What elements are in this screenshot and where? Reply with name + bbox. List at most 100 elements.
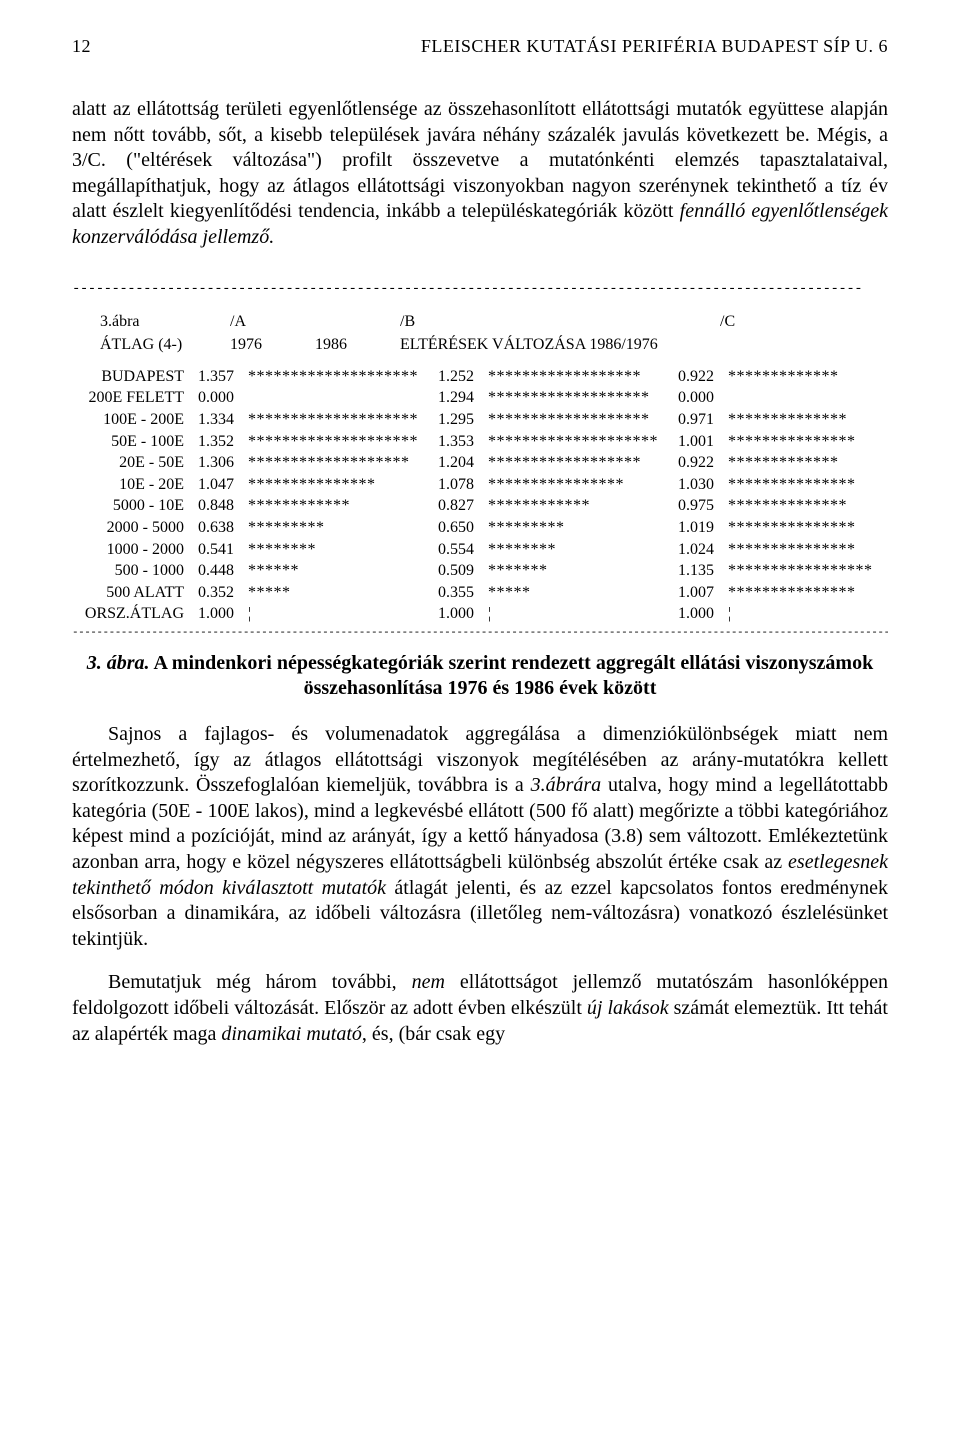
row-bar-a: ***** xyxy=(248,582,438,604)
row-bar-b: ************ xyxy=(488,495,678,517)
row-val-b: 1.252 xyxy=(438,366,488,388)
row-val-b: 0.509 xyxy=(438,560,488,582)
row-bar-a: *************** xyxy=(248,474,438,496)
row-val-a: 1.047 xyxy=(198,474,248,496)
row-val-a: 0.638 xyxy=(198,517,248,539)
hdr-atlag: ÁTLAG (4-) xyxy=(100,334,230,356)
hdr-1976: 1976 xyxy=(230,334,315,356)
row-bar-b: ******* xyxy=(488,560,678,582)
row-val-b: 1.078 xyxy=(438,474,488,496)
row-val-a: 1.334 xyxy=(198,409,248,431)
table-row: 200E FELETT0.0001.294*******************… xyxy=(72,387,888,409)
table-row: 100E - 200E1.334********************1.29… xyxy=(72,409,888,431)
table-bottom-rule: ----------------------------------------… xyxy=(72,627,888,639)
row-bar-c xyxy=(728,387,888,409)
row-val-b: 0.827 xyxy=(438,495,488,517)
row-val-a: 1.306 xyxy=(198,452,248,474)
row-category: 50E - 100E xyxy=(80,431,198,453)
table-row: 50E - 100E1.352********************1.353… xyxy=(72,431,888,453)
row-category: 500 ALATT xyxy=(80,582,198,604)
table-header-row-2: ÁTLAG (4-) 1976 1986 ELTÉRÉSEK VÁLTOZÁSA… xyxy=(100,334,888,366)
row-val-c: 1.135 xyxy=(678,560,728,582)
row-bar-b: ¦ xyxy=(488,603,678,625)
table-row: BUDAPEST1.357********************1.252**… xyxy=(72,366,888,388)
row-val-c: 0.971 xyxy=(678,409,728,431)
row-val-b: 1.000 xyxy=(438,603,488,625)
row-category: 100E - 200E xyxy=(80,409,198,431)
row-bar-c: *************** xyxy=(728,474,888,496)
hdr-1986: 1986 xyxy=(315,334,400,356)
row-val-c: 1.007 xyxy=(678,582,728,604)
row-bar-c: ************* xyxy=(728,452,888,474)
hdr-3abra: 3.ábra xyxy=(100,311,230,333)
row-bar-a: ******** xyxy=(248,539,438,561)
row-val-c: 1.030 xyxy=(678,474,728,496)
figure-3-table: 3.ábra /A /B /C ÁTLAG (4-) 1976 1986 ELT… xyxy=(72,307,888,625)
row-val-c: 0.922 xyxy=(678,452,728,474)
row-bar-c: ************** xyxy=(728,409,888,431)
row-category: 5000 - 10E xyxy=(80,495,198,517)
row-bar-a: ¦ xyxy=(248,603,438,625)
row-val-b: 0.355 xyxy=(438,582,488,604)
row-bar-c: *************** xyxy=(728,517,888,539)
row-val-c: 0.975 xyxy=(678,495,728,517)
row-category: 10E - 20E xyxy=(80,474,198,496)
row-bar-a: ************ xyxy=(248,495,438,517)
row-category: 2000 - 5000 xyxy=(80,517,198,539)
row-val-c: 1.000 xyxy=(678,603,728,625)
row-bar-b: ******************** xyxy=(488,431,678,453)
row-val-b: 1.204 xyxy=(438,452,488,474)
row-val-c: 1.001 xyxy=(678,431,728,453)
figure-3-caption: 3. ábra. A mindenkori népességkategóriák… xyxy=(72,651,888,702)
row-val-a: 1.000 xyxy=(198,603,248,625)
row-category: 200E FELETT xyxy=(80,387,198,409)
running-head-title: FLEISCHER KUTATÁSI PERIFÉRIA BUDAPEST SÍ… xyxy=(421,36,888,57)
row-val-b: 0.554 xyxy=(438,539,488,561)
row-bar-c: ***************** xyxy=(728,560,888,582)
row-bar-c: ************* xyxy=(728,366,888,388)
row-bar-c: ¦ xyxy=(728,603,888,625)
row-val-a: 1.352 xyxy=(198,431,248,453)
table-row: 20E - 50E1.306*******************1.204**… xyxy=(72,452,888,474)
table-row: 500 ALATT0.352*****0.355*****1.007******… xyxy=(72,582,888,604)
caption-lead: 3. ábra. xyxy=(87,652,150,674)
hdr-blank xyxy=(315,311,400,333)
row-val-b: 0.650 xyxy=(438,517,488,539)
row-val-c: 1.024 xyxy=(678,539,728,561)
row-category: ORSZ.ÁTLAG xyxy=(80,603,198,625)
table-row: 5000 - 10E0.848************0.827********… xyxy=(72,495,888,517)
row-val-c: 1.019 xyxy=(678,517,728,539)
row-val-a: 0.848 xyxy=(198,495,248,517)
row-bar-b: ******** xyxy=(488,539,678,561)
table-body: BUDAPEST1.357********************1.252**… xyxy=(72,366,888,625)
row-category: 500 - 1000 xyxy=(80,560,198,582)
row-bar-b: ***** xyxy=(488,582,678,604)
row-val-a: 1.357 xyxy=(198,366,248,388)
row-bar-a: ********* xyxy=(248,517,438,539)
row-val-c: 0.000 xyxy=(678,387,728,409)
row-val-c: 0.922 xyxy=(678,366,728,388)
table-row: 2000 - 50000.638*********0.650*********1… xyxy=(72,517,888,539)
table-row: 1000 - 20000.541********0.554********1.0… xyxy=(72,539,888,561)
row-val-a: 0.000 xyxy=(198,387,248,409)
hdr-elteresek: ELTÉRÉSEK VÁLTOZÁSA 1986/1976 xyxy=(400,334,888,356)
row-bar-b: ****************** xyxy=(488,366,678,388)
hdr-col-b: /B xyxy=(400,311,720,333)
row-bar-c: *************** xyxy=(728,431,888,453)
row-bar-b: ******************* xyxy=(488,409,678,431)
table-top-rule: ----------------------------------------… xyxy=(72,281,888,297)
page: 12 FLEISCHER KUTATÁSI PERIFÉRIA BUDAPEST… xyxy=(0,0,960,1113)
row-bar-a: ******************** xyxy=(248,366,438,388)
row-bar-a: ******************** xyxy=(248,431,438,453)
paragraph-3: Bemutatjuk még három további, nem elláto… xyxy=(72,970,888,1047)
caption-text: A mindenkori népességkategóriák szerint … xyxy=(150,652,874,700)
row-category: 20E - 50E xyxy=(80,452,198,474)
row-category: BUDAPEST xyxy=(80,366,198,388)
row-bar-c: *************** xyxy=(728,539,888,561)
row-val-b: 1.295 xyxy=(438,409,488,431)
table-header-row-1: 3.ábra /A /B /C xyxy=(100,307,888,335)
row-bar-c: ************** xyxy=(728,495,888,517)
row-bar-b: ******************* xyxy=(488,387,678,409)
running-head: 12 FLEISCHER KUTATÁSI PERIFÉRIA BUDAPEST… xyxy=(72,36,888,57)
row-val-b: 1.294 xyxy=(438,387,488,409)
